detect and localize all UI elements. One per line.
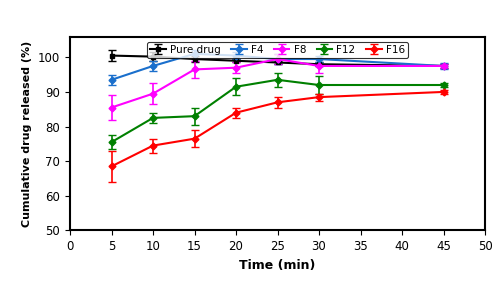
Y-axis label: Cumulative drug released (%): Cumulative drug released (%) [22,40,32,226]
Legend: Pure drug, F4, F8, F12, F16: Pure drug, F4, F8, F12, F16 [147,42,408,58]
X-axis label: Time (min): Time (min) [240,259,316,272]
